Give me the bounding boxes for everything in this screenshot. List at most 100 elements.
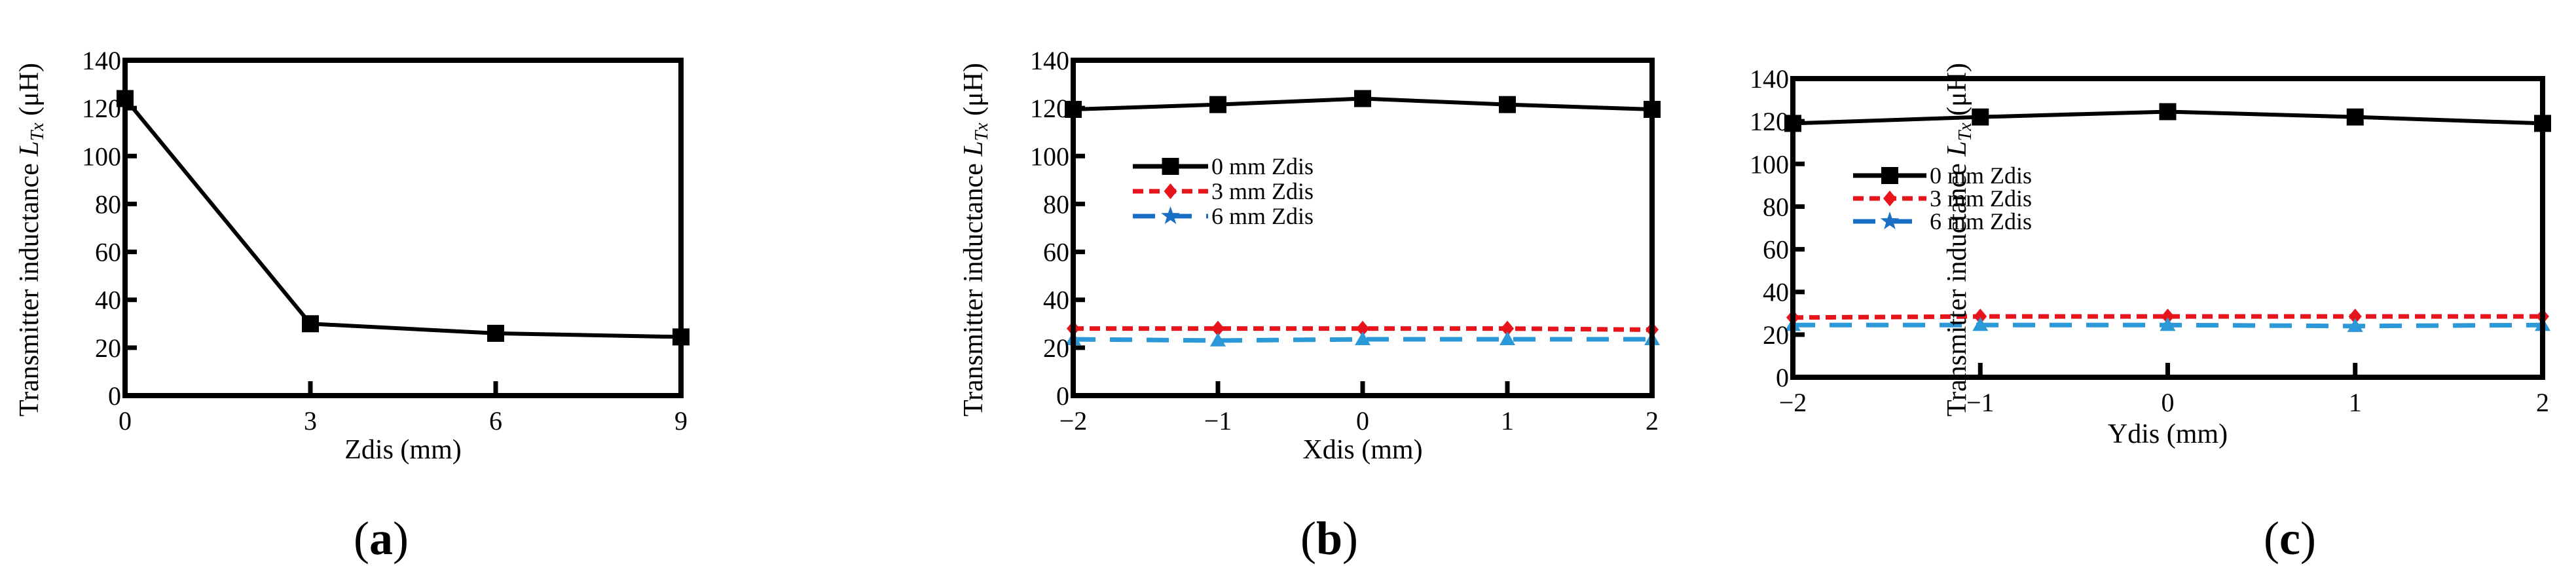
y-tick-label: 40 <box>1763 278 1789 307</box>
y-tick-label: 120 <box>1030 94 1069 123</box>
y-axis-label-text: Transmitter inductance <box>1942 157 1972 417</box>
legend-marker-2 <box>1880 212 1900 230</box>
panel-label-open: ( <box>1300 512 1316 565</box>
data-point-s0-1 <box>302 315 319 333</box>
y-axis-label-text: Transmitter inductance <box>14 157 45 417</box>
legend-label-1: 3 mm Zdis <box>1211 178 1314 204</box>
data-point-s0-2 <box>1354 90 1371 107</box>
series-line-0 <box>123 97 682 339</box>
x-tick-label: 6 <box>489 406 502 436</box>
y-tick-label: 40 <box>95 286 121 315</box>
y-tick-label: 140 <box>1750 64 1789 94</box>
x-axis-label: Zdis (mm) <box>344 435 461 465</box>
x-tick-label: −1 <box>1966 388 1995 417</box>
y-axis-label-symbol: L <box>1942 141 1972 157</box>
x-tick-label: −1 <box>1204 406 1232 436</box>
x-tick-label: 0 <box>119 406 132 436</box>
panel-label-close: ) <box>2300 512 2316 565</box>
data-point-s1-1 <box>1211 320 1224 337</box>
x-tick-label: 1 <box>2349 388 2362 417</box>
panel-label: (b) <box>1300 512 1358 565</box>
panel-label-close: ) <box>393 512 409 565</box>
panel-label-letter: a <box>369 512 393 565</box>
x-axis-label: Xdis (mm) <box>1302 435 1422 465</box>
y-axis-label-symbol: L <box>14 141 45 157</box>
x-tick-label: 9 <box>674 406 688 436</box>
panel-label: (a) <box>354 512 409 565</box>
panel-label-letter: b <box>1316 512 1342 565</box>
x-tick-label: 2 <box>1646 406 1659 436</box>
x-tick-label: 3 <box>304 406 317 436</box>
y-tick-label: 60 <box>1763 235 1789 265</box>
chart-panel-a: 0 20 40 60 80 100 120 140 0 3 6 9 Zdis (mm) Transmitt… <box>14 46 690 565</box>
y-tick-label: 0 <box>108 381 121 411</box>
legend-marker-2 <box>1161 206 1180 225</box>
data-point-s1-3 <box>1501 320 1514 337</box>
data-point-s2-1 <box>1972 317 1989 331</box>
panel-label-close: ) <box>1342 512 1358 565</box>
x-axis-label: Ydis (mm) <box>2108 419 2228 449</box>
x-tick-label: −2 <box>1059 406 1088 436</box>
data-point-s2-2 <box>2160 317 2176 331</box>
plot-frame <box>1071 58 1655 398</box>
x-tick-label: −2 <box>1779 388 1807 417</box>
legend-label-0: 0 mm Zdis <box>1211 153 1314 179</box>
legend-marker-1 <box>1164 183 1177 199</box>
y-tick-label: 100 <box>82 141 121 171</box>
y-axis-label-symbol: L <box>959 141 989 157</box>
series-line-1 <box>1073 326 1653 332</box>
y-axis-label: Transmitter inductance LTx (μH) <box>959 63 992 417</box>
data-point-s1-1 <box>1974 308 1987 325</box>
y-axis-label: Transmitter inductance LTx (μH) <box>1942 63 1976 417</box>
y-axis-label-subscript: Tx <box>28 122 48 141</box>
x-tick-label: 2 <box>2536 388 2549 417</box>
chart-panel-b: 0 20 40 60 80 100 120 140 −2 −1 0 1 2 Xdis (mm) Transm… <box>959 46 1661 565</box>
legend-marker-0 <box>1162 158 1179 175</box>
y-axis-label: Transmitter inductance LTx (μH) <box>14 63 48 417</box>
y-tick-label: 100 <box>1750 149 1789 179</box>
y-tick-label: 140 <box>1030 46 1069 75</box>
data-point-s1-2 <box>2161 308 2175 325</box>
legend-label-0: 0 mm Zdis <box>1930 162 2032 189</box>
y-tick-label: 20 <box>95 333 121 363</box>
data-point-s1-2 <box>1356 320 1369 337</box>
panel-label-letter: c <box>2279 512 2300 565</box>
data-point-s1-3 <box>2348 308 2362 325</box>
y-tick-label: 20 <box>1763 320 1789 350</box>
chart-panel-c: 0 20 40 60 80 100 120 140 −2 −1 0 1 2 Ydis (mm) Transm… <box>1750 63 2551 565</box>
y-tick-label: 60 <box>95 238 121 267</box>
y-tick-label: 120 <box>1750 107 1789 136</box>
plot-frame <box>122 58 684 398</box>
series-line-1 <box>1792 314 2543 320</box>
y-tick-label: 80 <box>1043 189 1069 219</box>
data-point-s2-3 <box>2347 318 2363 332</box>
y-tick-label: 0 <box>1056 381 1069 411</box>
y-axis-label-unit: (μH) <box>1942 63 1972 122</box>
data-point-s0-1 <box>1972 108 1989 126</box>
y-tick-label: 60 <box>1043 238 1069 267</box>
panel-label-open: ( <box>2264 512 2279 565</box>
legend-marker-0 <box>1881 167 1898 184</box>
data-point-s2-2 <box>1355 331 1371 346</box>
legend-marker-1 <box>1883 191 1896 206</box>
y-tick-label: 20 <box>1043 333 1069 363</box>
y-tick-label: 0 <box>1776 363 1789 392</box>
y-axis-label-unit: (μH) <box>14 63 45 122</box>
y-axis-label-unit: (μH) <box>959 63 989 122</box>
data-point-s0-2 <box>487 324 504 342</box>
y-tick-label: 120 <box>82 94 121 123</box>
plot-frame <box>1790 76 2545 380</box>
legend-label-2: 6 mm Zdis <box>1930 208 2032 234</box>
x-tick-label: 0 <box>1356 406 1369 436</box>
x-tick-label: 0 <box>2162 388 2175 417</box>
x-tick-label: 1 <box>1501 406 1514 436</box>
series-line-2 <box>1073 337 1652 343</box>
y-axis-label-subscript: Tx <box>1955 122 1976 141</box>
data-point-s0-3 <box>2346 108 2364 126</box>
y-tick-label: 80 <box>1763 192 1789 221</box>
y-tick-label: 80 <box>95 189 121 219</box>
panel-label-open: ( <box>354 512 369 565</box>
